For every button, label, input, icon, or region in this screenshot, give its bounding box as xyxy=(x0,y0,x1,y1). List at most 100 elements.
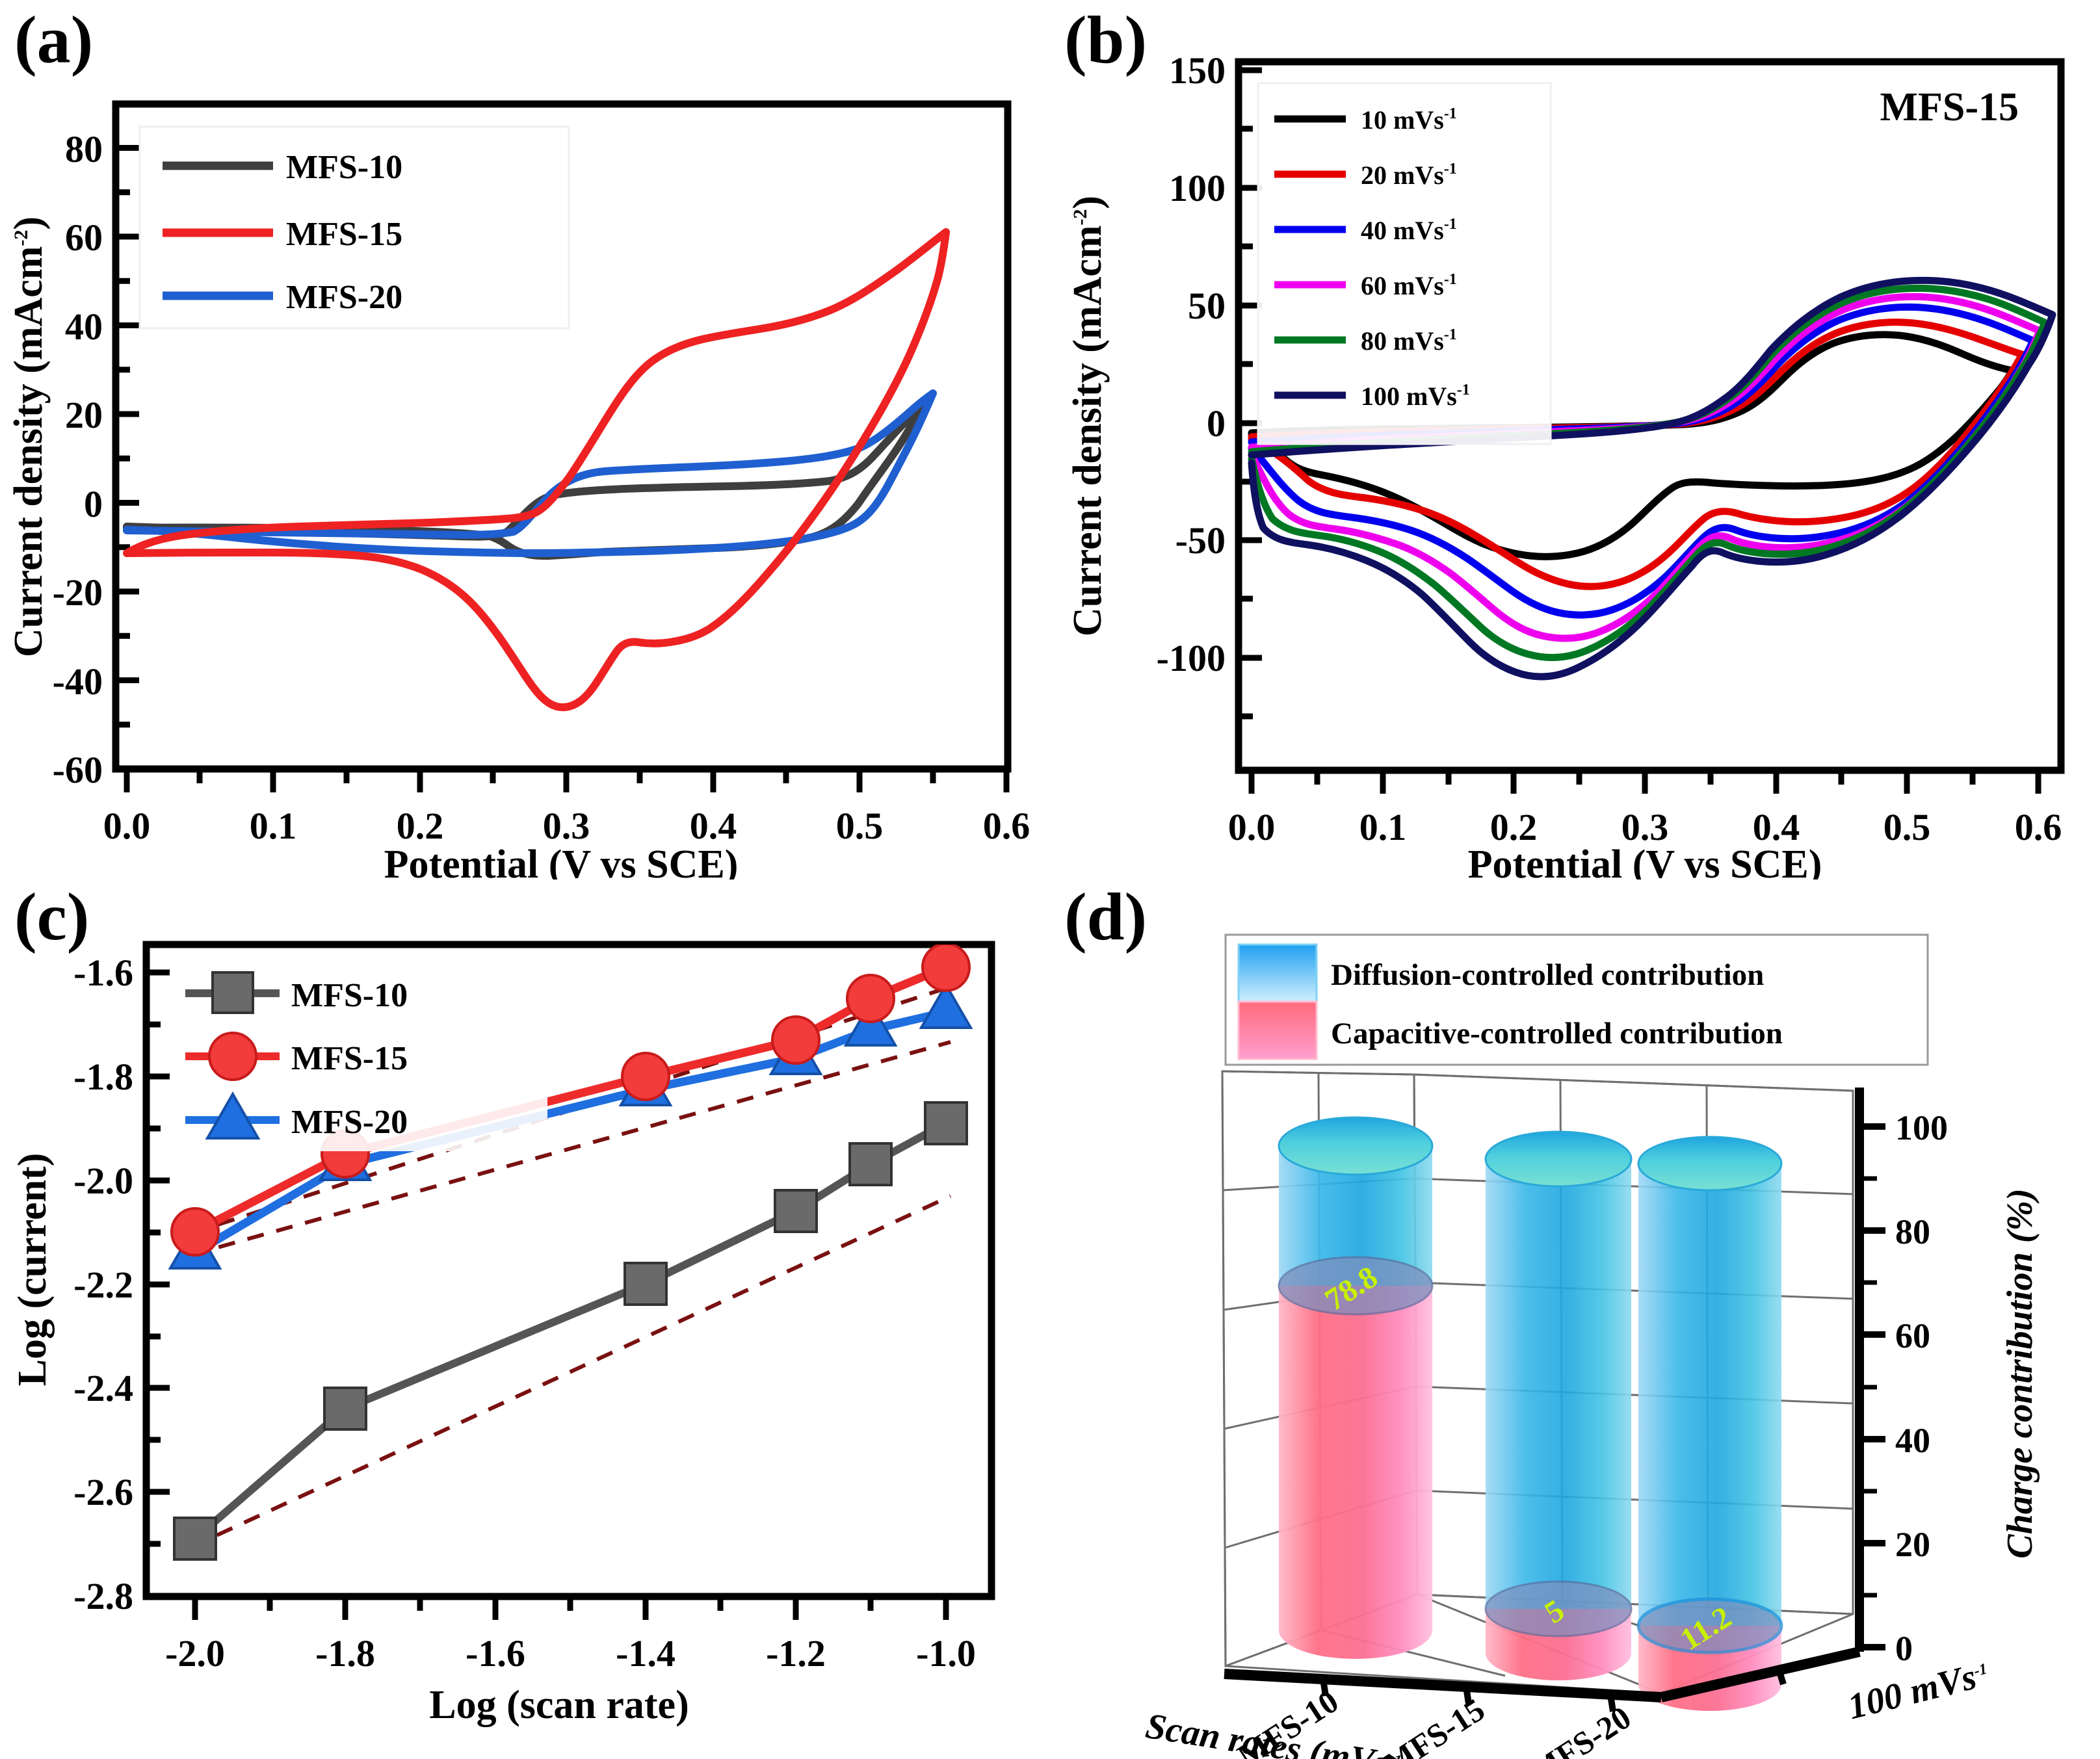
svg-text:-1.8: -1.8 xyxy=(73,1056,133,1098)
panel-d-plot: 78.8 5 11.2 xyxy=(1143,933,2040,1759)
ztick-100: 100 xyxy=(1895,1108,1948,1147)
bar-top-mfs-10 xyxy=(1278,1256,1434,1316)
panel-c: (c) -1.6 -1.8 xyxy=(0,880,1050,1759)
panel-c-y-labels: -1.6 -1.8 -2.0 -2.2 -2.4 -2.6 -2.8 xyxy=(73,952,133,1617)
panel-d-depth-label: 100 mVs-1 xyxy=(1844,1654,1993,1728)
panel-d-legend: Diffusion-controlled contribution Capaci… xyxy=(1224,933,1929,1066)
ztick-20: 20 xyxy=(1895,1525,1930,1564)
bar-top-mfs-20 xyxy=(1636,1597,1783,1654)
svg-text:-1.0: -1.0 xyxy=(916,1632,976,1674)
svg-text:-2.0: -2.0 xyxy=(165,1632,225,1674)
svg-text:-1.6: -1.6 xyxy=(73,952,133,994)
panel-a-xlabel: Potential (V vs SCE) xyxy=(384,842,739,880)
bar-top-mfs-15 xyxy=(1484,1580,1633,1637)
panel-b-x-labels: 0.0 0.1 0.2 0.3 0.4 0.5 0.6 xyxy=(1228,806,2062,848)
panel-b-plot: 150 100 50 0 -50 -100 xyxy=(1066,49,2065,880)
svg-text:-50: -50 xyxy=(1175,519,1226,562)
panel-c-series xyxy=(168,945,973,1561)
panel-b-y-labels: 150 100 50 0 -50 -100 xyxy=(1157,49,1226,679)
svg-text:0.5: 0.5 xyxy=(836,805,884,847)
panel-b-annotation: MFS-15 xyxy=(1880,85,2019,129)
panel-c-legend: MFS-10 MFS-15 MFS-20 xyxy=(170,956,547,1151)
svg-text:Log (current): Log (current) xyxy=(10,1153,55,1387)
svg-text:-2.8: -2.8 xyxy=(73,1575,133,1617)
legend-label-c-mfs-15: MFS-15 xyxy=(291,1040,408,1077)
legend-swatch-capacitive xyxy=(1237,1000,1318,1060)
panel-a-x-labels: 0.0 0.1 0.2 0.3 0.4 0.5 0.6 xyxy=(103,805,1030,847)
panel-a-y-labels: 80 60 40 20 0 -20 -40 -60 xyxy=(53,128,103,791)
svg-text:0.6: 0.6 xyxy=(983,805,1030,847)
legend-item-40mvs: 40 mVs-1 xyxy=(1274,216,1457,245)
curve-100mvs xyxy=(1248,276,2056,681)
legend-marker-square xyxy=(211,971,254,1014)
legend-item-c-mfs-10: MFS-10 xyxy=(185,971,408,1014)
bar-mfs-20: 11.2 xyxy=(1636,1136,1783,1711)
panel-a-tag: (a) xyxy=(14,3,94,77)
panel-a: (a) xyxy=(0,0,1050,880)
svg-text:-100: -100 xyxy=(1157,637,1226,679)
panel-b-frame xyxy=(1235,58,2065,774)
legend-swatch-diffusion xyxy=(1237,943,1318,1003)
svg-text:-2.2: -2.2 xyxy=(73,1264,133,1306)
legend-label-mfs-15: MFS-15 xyxy=(286,216,402,253)
svg-text:0.3: 0.3 xyxy=(543,805,590,847)
svg-text:0.1: 0.1 xyxy=(1359,806,1407,848)
legend-item-10mvs: 10 mVs-1 xyxy=(1274,105,1457,135)
legend-label-20mvs: 20 mVs-1 xyxy=(1361,161,1457,190)
legend-label-80mvs: 80 mVs-1 xyxy=(1361,326,1457,356)
panel-a-x-ticks xyxy=(124,769,1010,792)
svg-text:-1.2: -1.2 xyxy=(766,1632,826,1674)
legend-label-60mvs: 60 mVs-1 xyxy=(1361,271,1457,300)
svg-text:-2.4: -2.4 xyxy=(73,1367,133,1409)
curve-mfs-20 xyxy=(123,389,937,557)
svg-text:20: 20 xyxy=(65,394,103,436)
legend-marker-circle xyxy=(208,1032,257,1081)
panel-c-plot: -1.6 -1.8 -2.0 -2.2 -2.4 -2.6 -2.8 xyxy=(10,941,995,1727)
panel-b-tag: (b) xyxy=(1064,3,1148,77)
bar-mfs-10: 78.8 xyxy=(1278,1116,1434,1659)
panel-a-plot: 80 60 40 20 0 -20 -40 -60 xyxy=(7,100,1030,880)
panel-b: (b) 150 100 50 xyxy=(1050,0,2100,880)
panel-a-y-ticks xyxy=(116,145,139,772)
svg-text:0.4: 0.4 xyxy=(690,805,737,847)
legend-label-40mvs: 40 mVs-1 xyxy=(1361,216,1457,245)
svg-text:-1.4: -1.4 xyxy=(616,1632,676,1674)
ztick-40: 40 xyxy=(1895,1421,1930,1460)
legend-label-c-mfs-20: MFS-20 xyxy=(291,1104,408,1141)
svg-text:150: 150 xyxy=(1169,49,1226,92)
legend-item-20mvs: 20 mVs-1 xyxy=(1274,161,1457,190)
svg-text:0.1: 0.1 xyxy=(250,805,297,847)
svg-text:0: 0 xyxy=(84,483,103,525)
svg-text:40: 40 xyxy=(65,306,103,348)
legend-label-mfs-10: MFS-10 xyxy=(286,149,402,186)
svg-text:0.2: 0.2 xyxy=(397,805,444,847)
panel-b-curves xyxy=(1248,276,2056,681)
svg-text:-2.6: -2.6 xyxy=(73,1471,133,1513)
panel-d-zlabel: Charge contribution (%) xyxy=(2000,1188,2040,1558)
panel-c-xlabel: Log (scan rate) xyxy=(429,1683,689,1727)
panel-c-x-ticks xyxy=(192,1596,949,1620)
legend-marker-triangle xyxy=(205,1091,261,1140)
panel-b-xlabel: Potential (V vs SCE) xyxy=(1468,842,1822,880)
svg-text:0: 0 xyxy=(1207,402,1226,445)
legend-item-100mvs: 100 mVs-1 xyxy=(1274,382,1470,411)
svg-text:0.5: 0.5 xyxy=(1883,806,1931,848)
legend-item-60mvs: 60 mVs-1 xyxy=(1274,271,1457,300)
panel-a-frame xyxy=(112,100,1012,773)
svg-text:-1.6: -1.6 xyxy=(466,1632,525,1674)
svg-text:-40: -40 xyxy=(53,660,103,703)
legend-label-mfs-20: MFS-20 xyxy=(286,279,402,316)
svg-text:-2.0: -2.0 xyxy=(73,1160,133,1202)
svg-text:Current density (mAcm-2): Current density (mAcm-2) xyxy=(1066,196,1110,636)
series-markers-mfs-15 xyxy=(170,945,971,1257)
legend-label-100mvs: 100 mVs-1 xyxy=(1361,382,1470,411)
ztick-60: 60 xyxy=(1895,1316,1930,1355)
svg-text:100: 100 xyxy=(1169,167,1226,209)
panel-d: (d) xyxy=(1050,880,2100,1759)
panel-c-ylabel: Log (current) xyxy=(10,1153,55,1387)
svg-text:0.0: 0.0 xyxy=(1228,806,1276,848)
legend-label-10mvs: 10 mVs-1 xyxy=(1361,105,1457,135)
bar-mfs-15: 5 xyxy=(1484,1130,1633,1680)
legend-item-80mvs: 80 mVs-1 xyxy=(1274,326,1457,356)
legend-item-c-mfs-20: MFS-20 xyxy=(185,1091,408,1141)
